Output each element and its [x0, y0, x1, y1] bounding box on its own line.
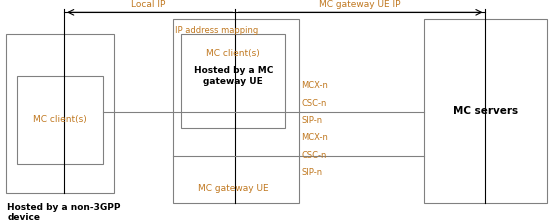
Text: MC gateway UE IP: MC gateway UE IP — [319, 0, 401, 9]
Text: MC client(s): MC client(s) — [206, 49, 260, 58]
Text: MCX-n: MCX-n — [301, 81, 328, 90]
Text: CSC-n: CSC-n — [301, 151, 326, 159]
Text: MCX-n: MCX-n — [301, 133, 328, 142]
Text: IP address mapping: IP address mapping — [175, 26, 258, 35]
Text: Hosted by a MC
gateway UE: Hosted by a MC gateway UE — [194, 67, 273, 86]
Text: Local IP: Local IP — [131, 0, 165, 9]
Text: MC client(s): MC client(s) — [33, 115, 87, 124]
Bar — [181, 34, 285, 128]
Text: MC servers: MC servers — [453, 106, 518, 116]
Bar — [6, 34, 114, 193]
Text: Hosted by a non-3GPP
device: Hosted by a non-3GPP device — [7, 203, 121, 222]
Bar — [17, 76, 103, 164]
Text: CSC-n: CSC-n — [301, 99, 326, 108]
Text: SIP-n: SIP-n — [301, 168, 323, 177]
Text: SIP-n: SIP-n — [301, 116, 323, 125]
Text: MC gateway UE: MC gateway UE — [198, 184, 268, 193]
Bar — [173, 19, 299, 203]
Bar — [424, 19, 547, 203]
